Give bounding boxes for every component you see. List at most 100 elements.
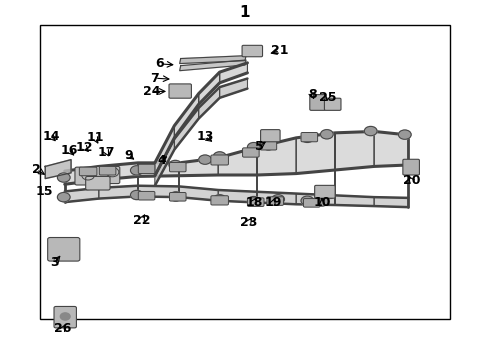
- Circle shape: [247, 197, 260, 206]
- Polygon shape: [374, 131, 408, 166]
- Text: 17: 17: [98, 146, 115, 159]
- Text: 11: 11: [86, 131, 104, 144]
- Circle shape: [57, 173, 70, 182]
- Circle shape: [247, 143, 260, 152]
- Text: 24: 24: [143, 85, 160, 98]
- Bar: [40, 24, 450, 319]
- FancyBboxPatch shape: [310, 95, 325, 111]
- Polygon shape: [296, 194, 335, 205]
- Polygon shape: [174, 94, 199, 138]
- Polygon shape: [220, 63, 247, 83]
- Polygon shape: [179, 158, 218, 176]
- Polygon shape: [138, 163, 179, 176]
- Polygon shape: [296, 133, 335, 174]
- Circle shape: [365, 126, 377, 136]
- FancyBboxPatch shape: [138, 164, 155, 174]
- Polygon shape: [45, 159, 71, 179]
- Polygon shape: [199, 87, 220, 118]
- Circle shape: [60, 313, 70, 320]
- FancyBboxPatch shape: [247, 198, 264, 206]
- Text: 9: 9: [125, 149, 133, 162]
- Circle shape: [57, 193, 70, 202]
- Circle shape: [213, 195, 226, 204]
- Polygon shape: [155, 126, 174, 176]
- Text: 20: 20: [403, 174, 420, 187]
- Circle shape: [301, 196, 314, 205]
- FancyBboxPatch shape: [315, 185, 335, 198]
- Text: 1: 1: [240, 5, 250, 19]
- FancyBboxPatch shape: [242, 45, 263, 57]
- Polygon shape: [180, 60, 246, 71]
- Circle shape: [82, 171, 95, 180]
- Polygon shape: [179, 186, 218, 201]
- FancyBboxPatch shape: [303, 199, 320, 207]
- Text: 23: 23: [240, 216, 258, 229]
- FancyBboxPatch shape: [403, 159, 419, 175]
- Polygon shape: [218, 147, 257, 175]
- FancyBboxPatch shape: [170, 162, 186, 172]
- Text: 15: 15: [35, 185, 53, 198]
- FancyBboxPatch shape: [79, 167, 97, 176]
- Polygon shape: [65, 188, 99, 202]
- FancyBboxPatch shape: [260, 141, 277, 150]
- Text: 10: 10: [313, 195, 331, 209]
- Circle shape: [398, 130, 411, 139]
- Polygon shape: [155, 139, 174, 186]
- Text: 8: 8: [308, 89, 317, 102]
- Circle shape: [262, 141, 275, 150]
- FancyBboxPatch shape: [301, 132, 318, 142]
- Polygon shape: [99, 186, 138, 199]
- Polygon shape: [335, 195, 374, 206]
- Circle shape: [199, 155, 211, 164]
- Polygon shape: [199, 72, 220, 104]
- Polygon shape: [218, 190, 257, 203]
- Circle shape: [320, 130, 333, 139]
- Text: 13: 13: [196, 130, 214, 143]
- Text: 5: 5: [255, 140, 264, 153]
- Circle shape: [169, 160, 182, 170]
- FancyBboxPatch shape: [54, 306, 76, 328]
- FancyBboxPatch shape: [96, 166, 120, 184]
- Text: 18: 18: [245, 195, 263, 209]
- Polygon shape: [374, 197, 408, 207]
- Text: 2: 2: [32, 163, 41, 176]
- Circle shape: [213, 152, 226, 161]
- FancyBboxPatch shape: [315, 189, 333, 199]
- FancyBboxPatch shape: [48, 238, 80, 261]
- FancyBboxPatch shape: [138, 192, 155, 200]
- Circle shape: [301, 133, 314, 143]
- Polygon shape: [335, 131, 374, 170]
- Text: 7: 7: [150, 72, 159, 85]
- Polygon shape: [257, 138, 296, 175]
- Text: 14: 14: [42, 130, 60, 143]
- FancyBboxPatch shape: [75, 167, 101, 185]
- Circle shape: [130, 190, 143, 200]
- Circle shape: [170, 192, 182, 201]
- FancyBboxPatch shape: [243, 148, 259, 157]
- Polygon shape: [65, 166, 99, 184]
- FancyBboxPatch shape: [211, 155, 228, 165]
- FancyBboxPatch shape: [324, 98, 341, 111]
- Text: 3: 3: [50, 256, 59, 269]
- Text: 16: 16: [61, 144, 78, 157]
- Text: 19: 19: [265, 195, 282, 209]
- Polygon shape: [99, 163, 138, 180]
- Text: 21: 21: [271, 44, 289, 57]
- Text: 25: 25: [319, 91, 337, 104]
- FancyBboxPatch shape: [86, 176, 110, 190]
- Text: 22: 22: [133, 213, 150, 226]
- Circle shape: [106, 167, 119, 177]
- Text: 26: 26: [54, 323, 72, 336]
- Circle shape: [272, 195, 285, 204]
- Polygon shape: [138, 186, 179, 197]
- FancyBboxPatch shape: [267, 197, 284, 205]
- Polygon shape: [257, 192, 296, 204]
- FancyBboxPatch shape: [169, 84, 192, 98]
- FancyBboxPatch shape: [99, 166, 116, 175]
- FancyBboxPatch shape: [211, 196, 228, 205]
- Text: 6: 6: [155, 57, 164, 71]
- Polygon shape: [220, 78, 247, 98]
- FancyBboxPatch shape: [170, 193, 186, 201]
- Circle shape: [316, 197, 328, 206]
- Polygon shape: [180, 56, 246, 64]
